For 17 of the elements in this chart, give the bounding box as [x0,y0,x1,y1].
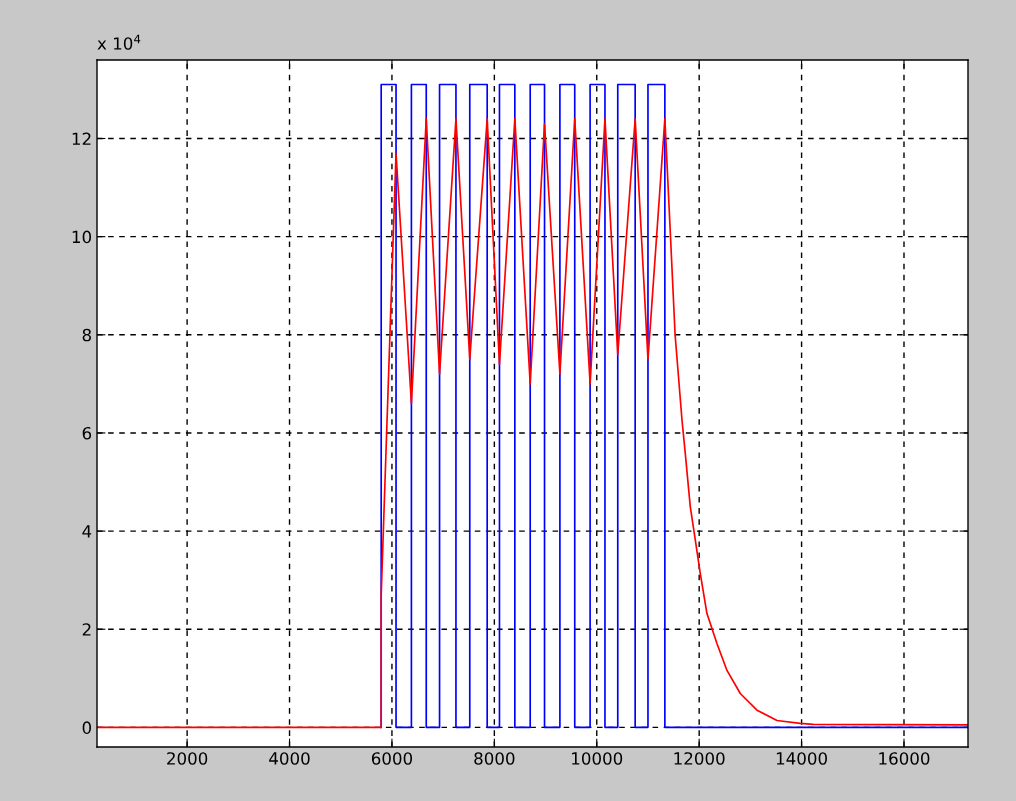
x-tick-label: 6000 [371,752,413,765]
x-tick-label: 8000 [474,752,515,765]
x-tick-label: 10000 [572,752,623,765]
x-tick-label: 12000 [674,752,725,765]
text: x 10$^{4}$ [97,34,141,50]
line-series [97,118,968,729]
y-tick-label: 12 [72,132,91,145]
y-tick-label: 8 [82,328,91,342]
x-tick-label: 4000 [269,752,310,765]
x-tick-label: 2000 [167,752,208,765]
y-tick-label: 2 [82,623,91,636]
y-tick-label: 0 [82,721,92,734]
x-tick-label: 16000 [879,752,930,765]
y-tick-label: 6 [82,426,92,440]
x-tick-label: 14000 [776,752,827,765]
y-tick-label: 4 [82,525,92,538]
y-tick-label: 10 [72,230,92,244]
